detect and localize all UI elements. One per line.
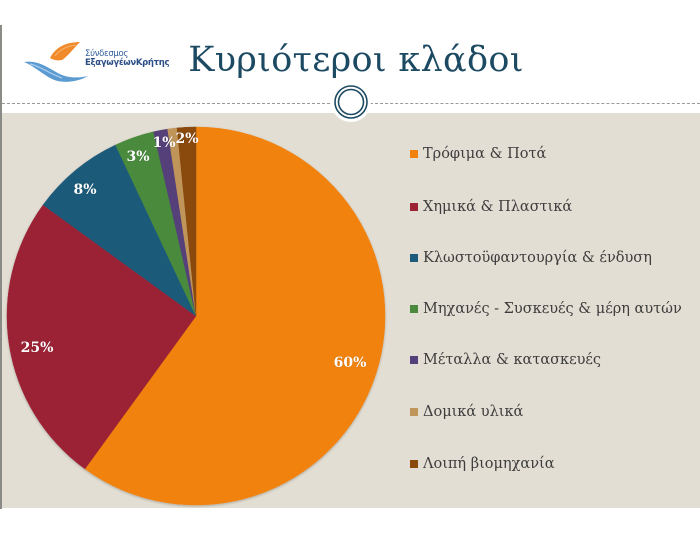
legend-item: Τρόφιμα & Ποτά <box>410 146 546 162</box>
pie-slice <box>42 144 197 317</box>
divider-right <box>370 103 700 104</box>
legend-label: Λοιπή βιομηχανία <box>423 456 555 472</box>
legend-swatch-icon <box>410 356 418 364</box>
page-title: Κυριότεροι κλάδοι <box>188 40 524 80</box>
logo: Σύνδεσμος ΕξαγωγέωνΚρήτης <box>22 36 170 86</box>
pie-data-label: 60% <box>333 355 367 371</box>
legend-item: Μέταλλα & κατασκευές <box>410 352 601 368</box>
pie-slice <box>6 204 197 470</box>
pie-slice <box>176 126 197 317</box>
legend-swatch-icon <box>410 460 418 468</box>
slide-left-border <box>0 25 2 509</box>
legend-item: Κλωστοϋφαντουργία & ένδυση <box>410 250 652 266</box>
pie-data-label: 8% <box>73 182 97 198</box>
legend-label: Μέταλλα & κατασκευές <box>423 352 602 368</box>
legend-label: Τρόφιμα & Ποτά <box>423 146 547 162</box>
pie-data-label: 25% <box>20 340 54 356</box>
legend-item: Δομικά υλικά <box>410 404 523 420</box>
legend-label: Κλωστοϋφαντουργία & ένδυση <box>423 250 652 266</box>
pie-data-label: 2% <box>175 131 199 147</box>
logo-line-2: ΕξαγωγέωνΚρήτης <box>85 58 170 68</box>
logo-line-1: Σύνδεσμος <box>85 49 129 59</box>
wing-logo-icon <box>24 42 88 82</box>
legend-item: Μηχανές - Συσκευές & μέρη αυτών <box>410 301 682 317</box>
legend-label: Δομικά υλικά <box>423 404 524 420</box>
pie-slice <box>84 126 386 506</box>
double-circle-icon <box>331 82 371 122</box>
legend-swatch-icon <box>410 305 418 313</box>
pie-data-label: 1% <box>152 135 176 151</box>
pie-data-label: 3% <box>126 149 150 165</box>
legend-swatch-icon <box>410 408 418 416</box>
legend-label: Μηχανές - Συσκευές & μέρη αυτών <box>423 301 682 317</box>
divider-left <box>2 103 330 104</box>
legend-label: Χημικά & Πλαστικά <box>423 199 573 215</box>
legend-item: Χημικά & Πλαστικά <box>410 199 572 215</box>
legend-swatch-icon <box>410 254 418 262</box>
legend-swatch-icon <box>410 203 418 211</box>
legend-swatch-icon <box>410 150 418 158</box>
legend-item: Λοιπή βιομηχανία <box>410 456 555 472</box>
